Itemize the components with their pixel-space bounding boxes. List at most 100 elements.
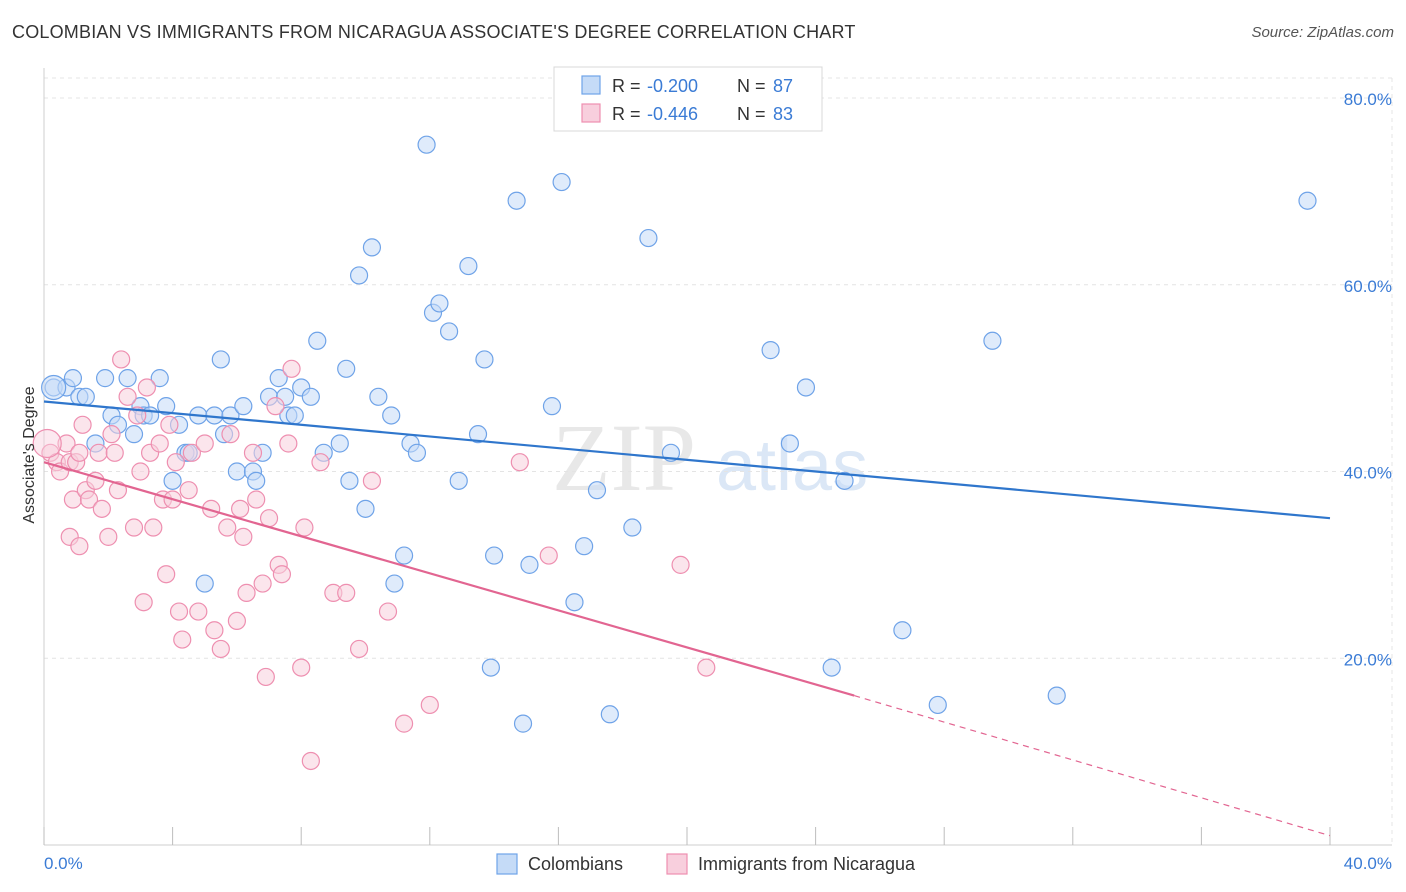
point-nicaragua xyxy=(211,639,230,659)
legend-swatch-nicaragua[interactable] xyxy=(666,853,688,875)
point-nicaragua xyxy=(420,695,439,715)
point-colombians xyxy=(163,471,182,490)
point-nicaragua xyxy=(292,658,311,677)
point-nicaragua xyxy=(234,527,253,546)
point-nicaragua xyxy=(697,658,716,677)
point-nicaragua xyxy=(32,428,62,459)
legend-label-nicaragua[interactable]: Immigrants from Nicaragua xyxy=(698,854,916,874)
series-nicaragua xyxy=(32,350,716,771)
point-nicaragua xyxy=(179,481,198,500)
point-nicaragua xyxy=(510,453,529,472)
point-colombians xyxy=(76,387,95,406)
point-nicaragua xyxy=(105,443,124,462)
point-nicaragua xyxy=(539,546,558,565)
point-nicaragua xyxy=(157,565,176,584)
point-nicaragua xyxy=(237,583,256,602)
point-colombians xyxy=(623,518,642,537)
point-colombians xyxy=(95,369,115,388)
point-colombians xyxy=(575,537,594,556)
point-nicaragua xyxy=(102,425,121,444)
point-colombians xyxy=(983,331,1002,350)
point-colombians xyxy=(41,374,67,401)
point-colombians xyxy=(63,369,83,388)
point-colombians xyxy=(796,378,816,397)
y-tick-label: 20.0% xyxy=(1344,650,1392,669)
point-colombians xyxy=(269,369,288,388)
point-colombians xyxy=(430,294,449,313)
stats-r-value-0: -0.200 xyxy=(647,76,698,96)
bottom-legend: Colombians Immigrants from Nicaragua xyxy=(496,853,916,875)
stats-r-value-1: -0.446 xyxy=(647,104,698,124)
point-colombians xyxy=(362,238,382,257)
point-nicaragua xyxy=(272,565,292,584)
point-nicaragua xyxy=(92,499,111,518)
legend-swatch-colombians[interactable] xyxy=(496,853,518,875)
point-colombians xyxy=(475,350,494,369)
stats-n-label-1: N = xyxy=(737,104,766,124)
stats-n-value-0: 87 xyxy=(773,76,793,96)
point-colombians xyxy=(520,555,539,574)
point-nicaragua xyxy=(112,350,131,369)
stats-n-label-0: N = xyxy=(737,76,766,96)
point-colombians xyxy=(340,471,359,490)
stats-box: R = -0.200 N = 87 R = -0.446 N = 83 xyxy=(553,66,823,132)
point-nicaragua xyxy=(205,621,224,640)
point-nicaragua xyxy=(337,583,356,602)
point-colombians xyxy=(195,574,214,593)
point-colombians xyxy=(761,341,780,360)
point-nicaragua xyxy=(150,434,169,453)
point-colombians xyxy=(780,434,799,453)
point-nicaragua xyxy=(279,434,298,453)
y-tick-label: 60.0% xyxy=(1344,277,1392,296)
point-nicaragua xyxy=(73,415,92,434)
point-colombians xyxy=(565,593,584,612)
point-colombians xyxy=(1298,191,1317,210)
point-nicaragua xyxy=(256,667,275,687)
point-nicaragua xyxy=(227,611,246,631)
point-nicaragua xyxy=(144,518,163,537)
x-tick-label-max: 40.0% xyxy=(1344,854,1392,873)
point-colombians xyxy=(349,266,369,285)
point-colombians xyxy=(356,499,375,518)
point-nicaragua xyxy=(134,593,153,612)
point-nicaragua xyxy=(218,518,237,537)
point-colombians xyxy=(150,369,169,388)
point-nicaragua xyxy=(231,499,250,518)
point-colombians xyxy=(308,331,327,350)
y-tick-label: 40.0% xyxy=(1344,464,1392,483)
point-nicaragua xyxy=(253,574,272,593)
point-colombians xyxy=(330,434,349,453)
point-colombians xyxy=(385,574,404,593)
stats-r-label-1: R = xyxy=(612,104,641,124)
point-colombians xyxy=(382,406,401,425)
point-nicaragua xyxy=(221,425,240,444)
y-axis-label: Associate's Degree xyxy=(21,386,38,523)
point-colombians xyxy=(1047,686,1066,705)
point-nicaragua xyxy=(259,509,279,528)
point-colombians xyxy=(893,621,912,640)
point-nicaragua xyxy=(349,639,369,659)
point-colombians xyxy=(439,322,459,341)
point-nicaragua xyxy=(57,434,76,453)
point-nicaragua xyxy=(160,415,179,434)
point-nicaragua xyxy=(247,490,266,509)
stats-swatch-nicaragua xyxy=(581,103,601,123)
trend-lines xyxy=(43,400,1331,837)
point-colombians xyxy=(234,397,253,416)
point-nicaragua xyxy=(362,471,382,490)
point-nicaragua xyxy=(173,630,192,649)
x-tick-label-min: 0.0% xyxy=(44,854,83,873)
stats-n-value-1: 83 xyxy=(773,104,793,124)
legend-label-colombians[interactable]: Colombians xyxy=(528,854,623,874)
point-nicaragua xyxy=(301,751,320,771)
point-nicaragua xyxy=(243,443,263,462)
point-colombians xyxy=(124,425,144,444)
point-nicaragua xyxy=(118,387,137,406)
trend-line-colombians xyxy=(43,400,1331,520)
point-colombians xyxy=(369,387,388,406)
point-nicaragua xyxy=(378,602,398,621)
point-nicaragua xyxy=(282,359,301,378)
point-colombians xyxy=(449,471,468,490)
point-nicaragua xyxy=(182,443,201,462)
